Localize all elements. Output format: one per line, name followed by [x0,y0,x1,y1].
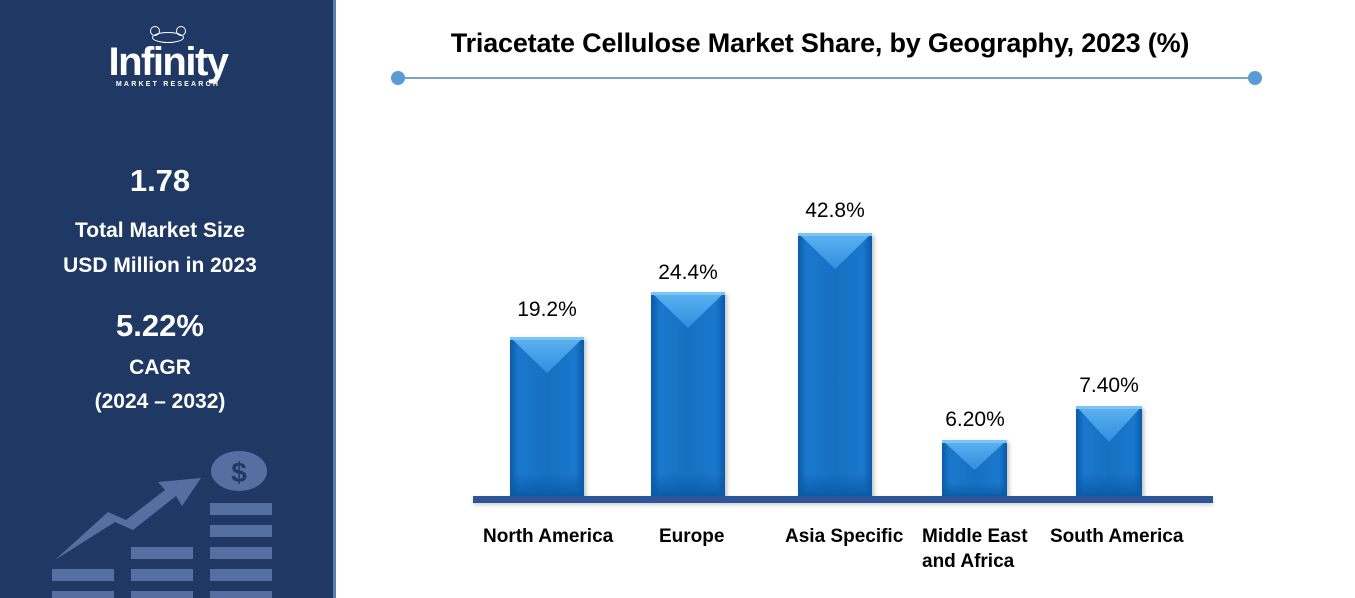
chart-title: Triacetate Cellulose Market Share, by Ge… [450,28,1190,58]
category-label-line-2: and Africa [922,551,1015,572]
title-divider-dot-left [391,71,405,85]
category-label-middle-east-africa: Middle East and Africa [922,524,1028,574]
x-axis-baseline [473,496,1213,503]
bar-value-asia-specific: 42.8% [805,199,865,222]
market-size-label: Total Market Size [75,219,245,242]
sidebar-summary-panel: Infinity MARKET RESEARCH 1.78 Total Mark… [0,0,336,598]
bar-south-america [1076,406,1142,497]
cagr-label: CAGR [129,356,191,379]
title-divider [398,77,1256,79]
bar-value-north-america: 19.2% [517,298,577,321]
cagr-period: (2024 – 2032) [94,390,226,413]
category-label-line-1: Middle East [922,526,1028,547]
title-divider-dot-right [1248,71,1262,85]
market-size-unit: USD Million in 2023 [63,254,257,277]
bar-value-south-america: 7.40% [1079,374,1139,397]
brand-name: Infinity [108,40,229,84]
bar-value-middle-east-africa: 6.20% [945,408,1005,431]
infinity-logo-icon [138,24,198,43]
bar-middle-east-africa [942,440,1007,497]
category-label-europe: Europe [659,526,725,547]
bar-value-europe: 24.4% [658,261,718,284]
brand-tagline: MARKET RESEARCH [115,81,221,88]
category-label-asia-specific: Asia Specific [785,526,904,547]
bar-europe [651,292,725,497]
dollar-coin-icon: $ [231,457,247,488]
category-label-south-america: South America [1050,526,1184,547]
market-size-value: 1.78 [129,163,191,198]
brand-logo: Infinity MARKET RESEARCH [0,24,336,89]
cagr-value: 5.22% [116,308,204,343]
category-label-north-america: North America [483,526,614,547]
growth-chart-decoration-icon: $ [52,451,272,598]
bar-asia-specific [798,233,872,497]
bar-north-america [510,337,584,497]
